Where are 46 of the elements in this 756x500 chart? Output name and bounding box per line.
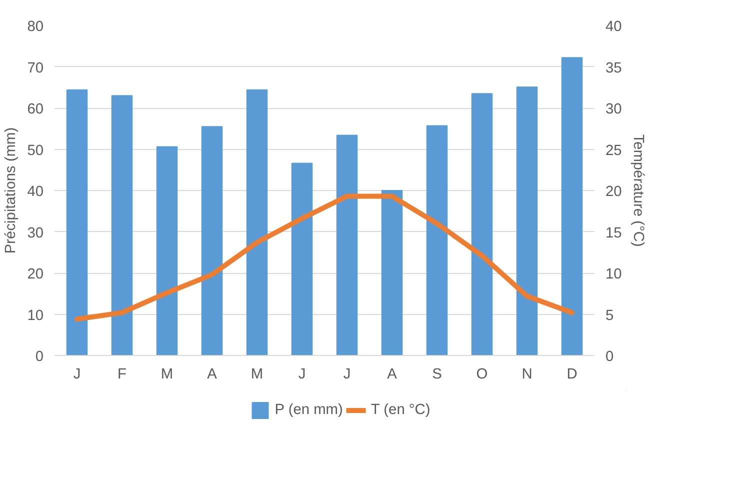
- bar: [516, 86, 538, 356]
- y-tick-label: 70: [27, 60, 44, 76]
- x-tick-label: M: [160, 366, 174, 382]
- y2-axis-title: Température (°C): [630, 134, 646, 247]
- y2-tick-label: 40: [606, 19, 622, 35]
- bar: [291, 162, 313, 356]
- bar: [381, 190, 403, 356]
- bar: [66, 89, 88, 356]
- bar: [561, 57, 583, 356]
- y-tick-label: 30: [27, 225, 44, 242]
- y2-tick-label: 0: [606, 349, 614, 365]
- x-tick-label: F: [118, 366, 127, 382]
- bar: [201, 126, 223, 356]
- x-tick-label: S: [432, 366, 442, 382]
- x-tick-label: A: [387, 366, 398, 382]
- bar: [246, 89, 268, 356]
- bar: [471, 93, 493, 356]
- y-tick-label: 80: [27, 19, 44, 35]
- y-tick-label: 10: [27, 308, 44, 324]
- bar: [156, 146, 178, 356]
- x-tick-label: A: [207, 366, 218, 382]
- legend-label: T (en °C): [370, 402, 430, 418]
- bar: [426, 125, 448, 356]
- x-tick-label: J: [298, 366, 306, 382]
- x-tick-label: M: [250, 366, 264, 382]
- bar: [111, 95, 133, 356]
- y2-tick-label: 5: [606, 308, 614, 324]
- bar: [336, 134, 358, 356]
- y-tick-label: 50: [27, 142, 44, 159]
- y-tick-label: 60: [27, 102, 44, 118]
- y2-tick-label: 25: [606, 142, 622, 159]
- y2-tick-label: 10: [606, 266, 622, 282]
- y-tick-label: 0: [35, 349, 44, 365]
- y2-tick-label: 35: [606, 60, 622, 76]
- x-tick-label: N: [522, 366, 532, 382]
- y-axis-title: Précipitations (mm): [3, 127, 20, 254]
- x-tick-label: J: [343, 366, 351, 382]
- y2-tick-label: 30: [606, 102, 622, 118]
- y2-tick-label: 20: [606, 184, 622, 200]
- x-tick-label: J: [73, 366, 81, 382]
- y2-tick-label: 15: [606, 225, 622, 242]
- legend-label: P (en mm): [274, 402, 343, 418]
- y-tick-label: 20: [27, 266, 44, 282]
- x-tick-label: O: [476, 366, 488, 382]
- x-tick-label: D: [566, 366, 578, 382]
- y-tick-label: 40: [27, 184, 44, 200]
